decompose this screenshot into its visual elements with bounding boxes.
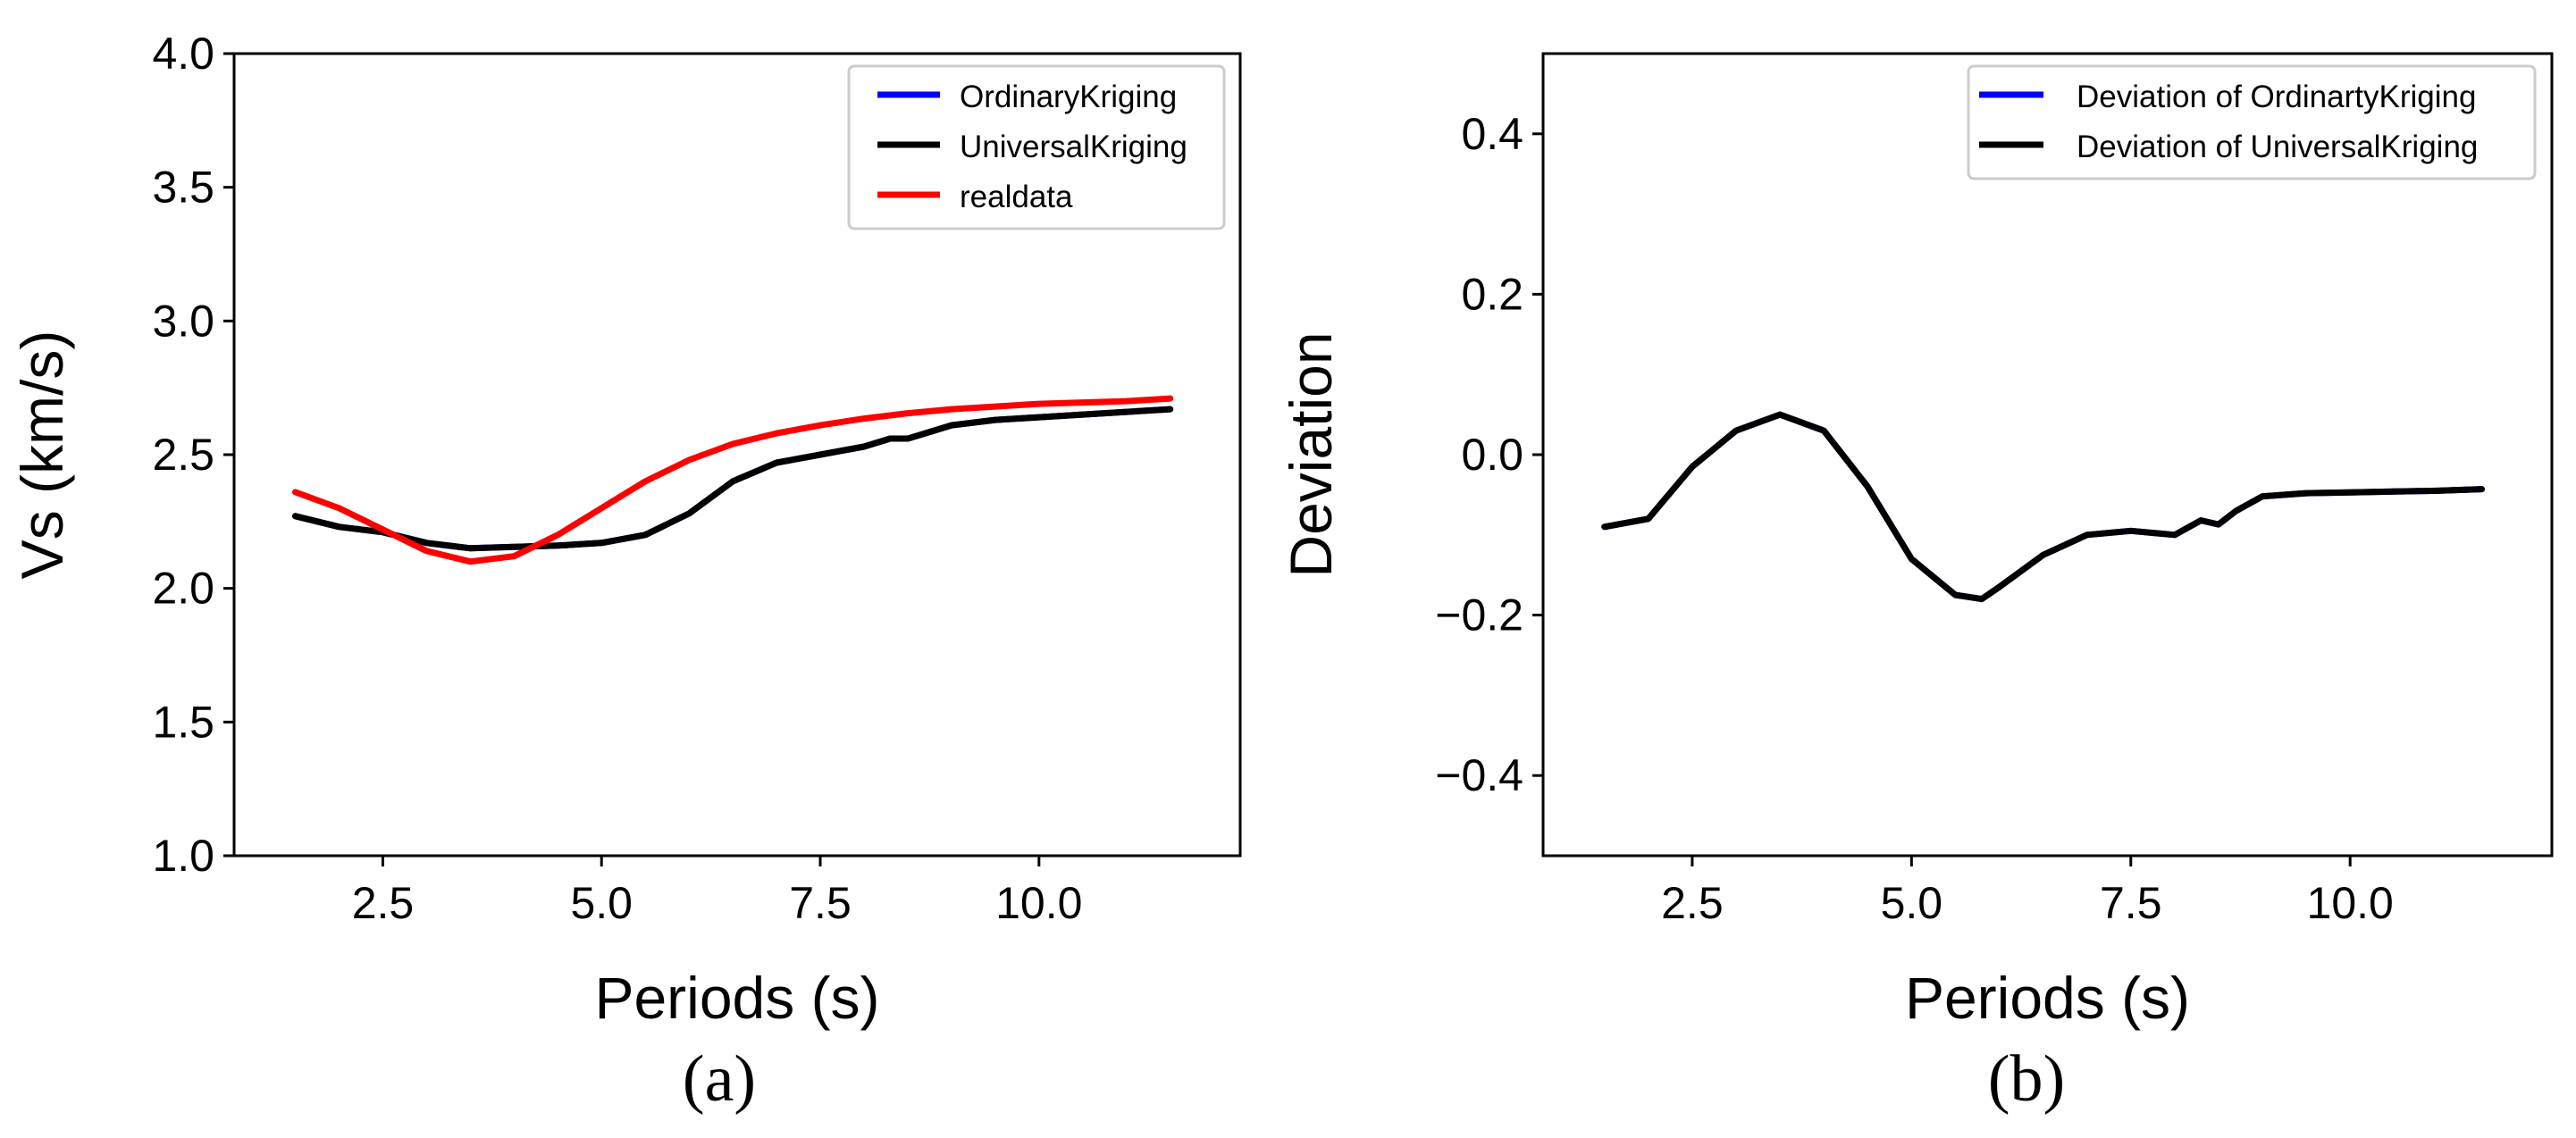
series-line-realdata <box>292 395 1174 565</box>
panel-label: (b) <box>1988 1042 2065 1116</box>
chart-panel-b: 2.5 5.0 7.5 10.0 −0.4 −0.2 0.0 0.2 0.4 Periods (s… <box>1278 52 2554 1116</box>
legend-label-realdata: realdata <box>960 180 1073 214</box>
series-line-universalkriging <box>292 406 1174 552</box>
series-line-deviation-of-universalkriging <box>1601 411 2485 603</box>
y-tick-label: −0.2 <box>1435 590 1523 640</box>
legend: OrdinaryKriging UniversalKriging realdata <box>847 64 1226 230</box>
y-tick-label: 1.5 <box>152 697 214 747</box>
legend-label-universalkriging: UniversalKriging <box>960 130 1187 164</box>
y-tick-label: 2.5 <box>152 430 214 480</box>
x-tick-label: 5.0 <box>1881 878 1943 928</box>
x-tick-label: 7.5 <box>2100 878 2162 928</box>
y-axis-label: Vs (km/s) <box>9 331 75 580</box>
x-tick-label: 10.0 <box>995 878 1082 928</box>
y-tick-label: 3.5 <box>152 163 214 213</box>
panel-label: (a) <box>683 1042 756 1116</box>
y-tick-label: 0.4 <box>1461 109 1523 159</box>
x-tick-label: 2.5 <box>352 878 415 928</box>
y-axis-label: Deviation <box>1278 331 1344 577</box>
legend-box <box>847 64 1226 230</box>
x-tick-label: 2.5 <box>1661 878 1724 928</box>
legend-label-deviation-of-ordinartykriging: Deviation of OrdinartyKriging <box>2077 79 2476 114</box>
x-tick-label: 5.0 <box>570 878 633 928</box>
y-tick-label: −0.4 <box>1435 750 1523 800</box>
y-tick-label: 1.0 <box>152 831 214 881</box>
y-tick-label: 2.0 <box>152 564 214 614</box>
y-tick-label: 0.2 <box>1461 269 1523 319</box>
series-line-deviation-of-ordinartykriging <box>1601 411 2485 603</box>
x-axis-label: Periods (s) <box>594 965 879 1031</box>
legend-label-ordinarykriging: OrdinaryKriging <box>960 79 1177 114</box>
chart-panel-a: 2.5 5.0 7.5 10.0 1.0 1.5 2.0 2.5 3.0 3.5 4.0 Period… <box>9 29 1242 1116</box>
x-tick-label: 7.5 <box>789 878 852 928</box>
y-tick-label: 4.0 <box>152 29 214 79</box>
y-tick-label: 0.0 <box>1461 430 1523 480</box>
x-axis-label: Periods (s) <box>1905 965 2190 1031</box>
legend-box <box>1967 64 2537 180</box>
x-tick-label: 10.0 <box>2307 878 2394 928</box>
legend-label-deviation-of-universalkriging: Deviation of UniversalKriging <box>2077 130 2478 164</box>
legend: Deviation of OrdinartyKriging Deviation o… <box>1967 64 2537 180</box>
y-tick-label: 3.0 <box>152 296 214 346</box>
